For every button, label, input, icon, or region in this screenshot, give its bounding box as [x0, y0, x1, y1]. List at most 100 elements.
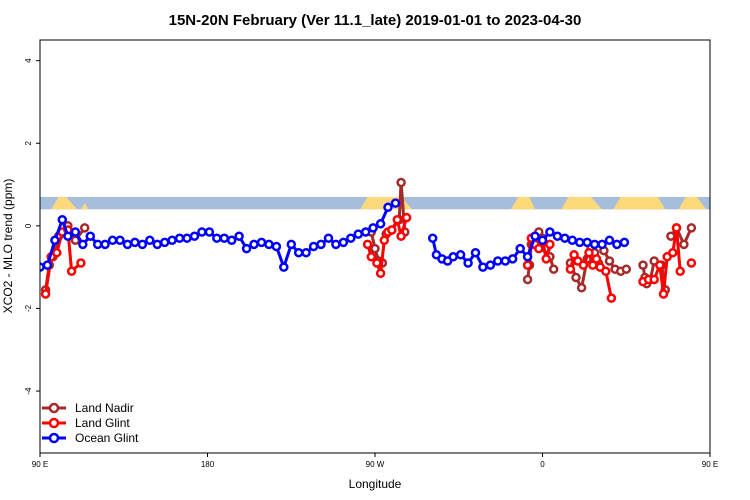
ocean-glint-point	[390, 198, 401, 208]
land-glint-point	[578, 260, 589, 270]
ocean-glint-point	[70, 227, 81, 237]
ocean-glint-point	[152, 239, 163, 250]
ocean-glint-point	[574, 237, 585, 248]
y-tick-label: -4	[24, 387, 33, 395]
y-axis-label: XCO2 - MLO trend (ppm)	[1, 179, 15, 314]
land-glint-point	[52, 247, 62, 258]
land-glint-point	[606, 293, 617, 303]
ocean-glint-point	[383, 202, 393, 213]
land-glint-point	[392, 214, 403, 225]
land-glint-point	[658, 289, 669, 299]
land-glint-point	[396, 231, 406, 241]
ocean-glint-point	[582, 237, 592, 248]
ocean-glint-point	[256, 237, 267, 248]
ocean-glint-point	[182, 233, 192, 243]
legend-label: Land Glint	[75, 416, 130, 430]
series-ocean-glint	[40, 198, 630, 272]
x-tick-label: 0	[540, 460, 545, 469]
ocean-glint-point	[130, 237, 140, 248]
ocean-glint-point	[234, 231, 244, 241]
land-nadir-point	[576, 283, 587, 293]
land-glint-point	[541, 254, 551, 264]
ocean-glint-point	[515, 243, 525, 254]
ocean-glint-point	[338, 237, 349, 248]
ocean-glint-point	[589, 239, 600, 250]
x-axis-label: Longitude	[349, 477, 402, 491]
x-axis: 90 E 180 90 W 0 90 E	[32, 453, 718, 469]
land-nadir-point	[370, 243, 380, 254]
ocean-glint-point	[316, 239, 326, 250]
land-glint-point	[591, 254, 602, 264]
land-nadir-point	[79, 223, 90, 233]
land-patch-5	[613, 196, 666, 210]
land-glint-point	[655, 260, 665, 270]
ocean-glint-point	[537, 235, 548, 246]
ocean-glint-point	[226, 235, 237, 246]
land-glint-point	[584, 247, 594, 258]
ocean-glint-point	[264, 239, 274, 250]
ocean-glint-point	[249, 239, 259, 250]
ocean-glint-point	[522, 252, 533, 262]
legend-item-land-glint: Land Glint	[42, 416, 130, 430]
ocean-glint-point	[507, 254, 518, 264]
ocean-glint-point	[360, 227, 371, 237]
ocean-glint-point	[346, 233, 356, 243]
ocean-glint-point	[545, 227, 555, 237]
land-patch-0	[51, 196, 78, 210]
ocean-glint-point	[174, 233, 185, 243]
land-glint-point	[76, 258, 86, 268]
ocean-glint-point	[189, 231, 200, 241]
ocean-glint-point	[286, 239, 297, 250]
ocean-glint-point	[63, 231, 73, 241]
land-glint-point	[401, 212, 412, 223]
land-nadir-point	[666, 231, 676, 241]
land-glint-point	[366, 252, 377, 262]
legend-item-ocean-glint: Ocean Glint	[42, 431, 139, 445]
ocean-glint-point	[85, 231, 96, 241]
ocean-glint-point	[107, 235, 118, 246]
ocean-glint-point	[57, 214, 68, 225]
land-glint-point	[686, 258, 697, 268]
ocean-glint-point	[470, 247, 481, 258]
ocean-glint-point	[478, 262, 488, 272]
ocean-glint-point	[204, 227, 215, 237]
land-glint-point	[565, 264, 576, 274]
series-land-glint	[40, 212, 697, 303]
land-glint-point	[671, 223, 682, 233]
ocean-glint-point	[530, 231, 540, 241]
y-tick-label: 4	[24, 58, 33, 63]
y-tick-label: 2	[24, 140, 33, 145]
land-glint-point	[601, 266, 611, 277]
ocean-glint-point	[331, 239, 341, 250]
land-nadir-point	[396, 177, 406, 188]
ocean-glint-point	[485, 260, 496, 270]
ocean-glint-point	[122, 239, 133, 250]
ocean-glint-point	[145, 235, 155, 246]
ocean-glint-point	[219, 233, 230, 243]
land-nadir-point	[679, 239, 689, 250]
ocean-glint-point	[78, 239, 88, 250]
legend-label: Ocean Glint	[75, 431, 139, 445]
land-nadir-point	[686, 223, 697, 233]
series-layer	[40, 177, 697, 303]
land-glint-point	[668, 247, 678, 258]
ocean-glint-point	[301, 247, 311, 258]
x-tick-label: 90 W	[366, 460, 385, 469]
ocean-glint-point	[560, 233, 570, 243]
ocean-glint-point	[375, 219, 386, 229]
land-glint-point	[545, 239, 555, 250]
land-glint-point	[522, 260, 533, 270]
ocean-glint-point	[279, 262, 289, 272]
ocean-glint-point	[167, 235, 177, 246]
ocean-glint-point	[323, 233, 334, 243]
ocean-glint-point	[241, 243, 252, 254]
ocean-glint-point	[455, 250, 466, 260]
ocean-glint-point	[427, 233, 438, 243]
ocean-glint-point	[115, 235, 125, 246]
ocean-glint-point	[619, 237, 630, 248]
ocean-glint-point	[597, 239, 607, 250]
land-glint-point	[675, 266, 685, 277]
ocean-glint-point	[448, 252, 458, 262]
